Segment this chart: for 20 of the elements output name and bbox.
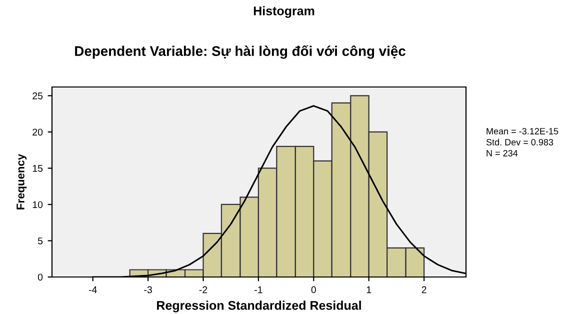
y-tick-label: 0: [38, 274, 43, 281]
x-tick-label: 2: [422, 286, 426, 294]
y-tick-label: 5: [38, 238, 43, 244]
y-tick-label: 25: [32, 92, 43, 100]
y-tick-label: 15: [32, 165, 43, 172]
text: Mean = -3.12E-15: [486, 128, 558, 134]
y-axis-title: Frequency: [16, 154, 27, 210]
x-tick-label: -3: [144, 286, 152, 294]
y-tick-label: 20: [32, 128, 43, 136]
chart-subtitle: Dependent Variable: Sự hài lòng đối với công việc: [75, 45, 406, 59]
chart-title: Histogram: [254, 6, 314, 18]
text: Std. Dev = 0.983: [486, 138, 554, 146]
y-tick-label: 10: [32, 201, 43, 208]
x-tick-label: -1: [254, 286, 262, 294]
x-tick-label: -4: [88, 286, 97, 294]
x-axis-title: Regression Standardized Residual: [157, 300, 361, 312]
x-tick-label: -2: [199, 286, 208, 294]
x-tick-label: 0: [311, 286, 316, 294]
text: N = 234: [486, 150, 518, 156]
x-tick-label: 1: [366, 286, 372, 294]
